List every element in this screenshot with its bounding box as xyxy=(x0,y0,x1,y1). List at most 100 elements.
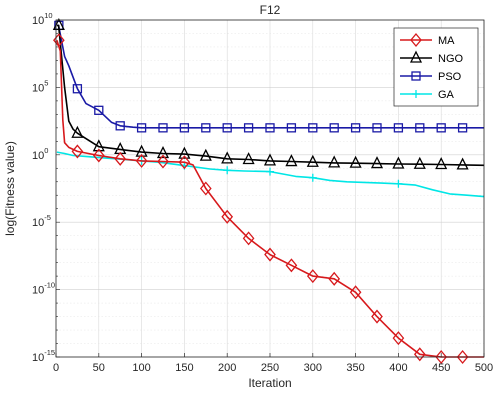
series-ma xyxy=(53,33,484,365)
data-point-ma xyxy=(53,33,65,48)
legend-entry-ma: MA xyxy=(400,32,455,48)
chart-title: F12 xyxy=(260,3,281,17)
data-point-pso xyxy=(265,123,275,133)
x-tick-label: 150 xyxy=(175,362,193,374)
data-point-ma xyxy=(392,331,405,346)
data-point-ma xyxy=(242,231,255,246)
x-tick-label: 500 xyxy=(475,362,493,374)
data-point-ngo xyxy=(242,152,255,165)
data-point-ngo xyxy=(392,156,405,169)
legend-marker xyxy=(411,71,421,81)
data-point-ngo xyxy=(349,155,362,168)
data-point-ngo xyxy=(435,157,448,170)
data-point-ma xyxy=(328,271,341,286)
legend-marker xyxy=(412,90,420,98)
data-point-ngo xyxy=(370,156,384,169)
series-line-ngo xyxy=(56,24,485,167)
y-tick-label: 105 xyxy=(32,78,48,94)
legend-label: MA xyxy=(438,35,455,47)
data-point-ma xyxy=(71,144,84,159)
series-line-ma xyxy=(56,39,484,358)
y-tick-label: 1010 xyxy=(32,11,53,27)
data-point-pso xyxy=(222,123,232,133)
data-point-ma xyxy=(285,258,298,273)
data-point-pso xyxy=(436,123,446,133)
data-point-ma xyxy=(157,154,169,169)
x-tick-label: 450 xyxy=(432,362,450,374)
data-point-pso xyxy=(286,123,297,133)
x-tick-label: 350 xyxy=(346,362,364,374)
x-axis-label: Iteration xyxy=(248,376,291,390)
data-point-ma xyxy=(349,285,362,300)
data-point-ma xyxy=(306,269,319,284)
data-point-ma xyxy=(178,155,191,170)
data-point-pso xyxy=(179,123,190,133)
data-point-pso xyxy=(201,123,211,133)
series-ngo xyxy=(52,17,485,170)
data-point-ma xyxy=(135,153,148,168)
x-tick-label: 200 xyxy=(218,362,236,374)
data-point-ngo xyxy=(135,144,148,157)
legend: MA NGO PSO GA xyxy=(393,27,479,107)
data-point-ngo xyxy=(178,146,191,159)
x-tick-label: 100 xyxy=(132,362,150,374)
y-tick-label: 100 xyxy=(32,146,48,162)
data-point-ga xyxy=(266,167,274,176)
x-tick-label: 0 xyxy=(53,362,59,374)
data-point-pso xyxy=(457,123,468,133)
data-point-ngo xyxy=(156,145,170,159)
data-point-ngo xyxy=(71,125,84,138)
data-point-ga xyxy=(223,166,232,175)
data-point-ma xyxy=(114,151,127,166)
data-point-ma xyxy=(92,148,105,163)
series-layer xyxy=(52,17,485,365)
x-tick-label: 300 xyxy=(304,362,322,374)
y-tick-label: 10-10 xyxy=(32,281,55,297)
data-point-pso xyxy=(372,123,382,133)
data-point-ngo xyxy=(306,154,319,167)
data-point-ngo xyxy=(221,151,234,164)
data-point-pso xyxy=(393,123,404,133)
data-point-pso xyxy=(308,123,318,133)
legend-marker xyxy=(409,50,423,63)
data-point-pso xyxy=(415,123,425,133)
data-point-pso xyxy=(136,123,147,133)
data-point-pso xyxy=(329,123,339,133)
x-tick-label: 400 xyxy=(389,362,407,374)
data-point-ngo xyxy=(199,148,212,161)
data-point-ma xyxy=(264,247,276,262)
data-point-ma xyxy=(435,349,448,365)
data-point-ngo xyxy=(413,156,426,169)
data-point-ngo xyxy=(456,157,469,170)
x-tick-label: 50 xyxy=(93,362,105,374)
legend-entry-ngo: NGO xyxy=(400,50,464,65)
y-axis-label: log(Fitness value) xyxy=(3,141,17,236)
data-point-ma xyxy=(456,349,469,365)
legend-box xyxy=(393,27,479,107)
x-tick-label: 250 xyxy=(261,362,279,374)
data-point-ga xyxy=(308,173,317,182)
legend-label: GA xyxy=(438,89,455,101)
legend-label: PSO xyxy=(438,71,462,83)
legend-label: NGO xyxy=(438,53,464,65)
series-line-pso xyxy=(56,24,484,129)
data-point-pso xyxy=(94,105,104,115)
data-point-ngo xyxy=(263,153,277,166)
y-tick-label: 10-5 xyxy=(32,213,51,229)
data-point-ma xyxy=(221,209,234,224)
data-point-ma xyxy=(371,309,383,324)
data-point-ngo xyxy=(92,139,105,152)
y-tick-label: 10-15 xyxy=(32,348,55,364)
data-point-ngo xyxy=(285,154,298,167)
data-point-pso xyxy=(72,84,83,94)
legend-entry-pso: PSO xyxy=(400,71,462,83)
data-point-ngo xyxy=(328,155,341,168)
data-point-pso xyxy=(243,123,254,133)
legend-entry-ga: GA xyxy=(400,89,455,101)
data-point-ma xyxy=(199,181,212,196)
data-point-pso xyxy=(158,123,168,133)
data-point-ga xyxy=(394,179,403,188)
data-point-pso xyxy=(350,123,361,133)
ticks: 0 50 100 150 200 250 300 350 400 450 500 1010 105 100… xyxy=(32,11,493,374)
